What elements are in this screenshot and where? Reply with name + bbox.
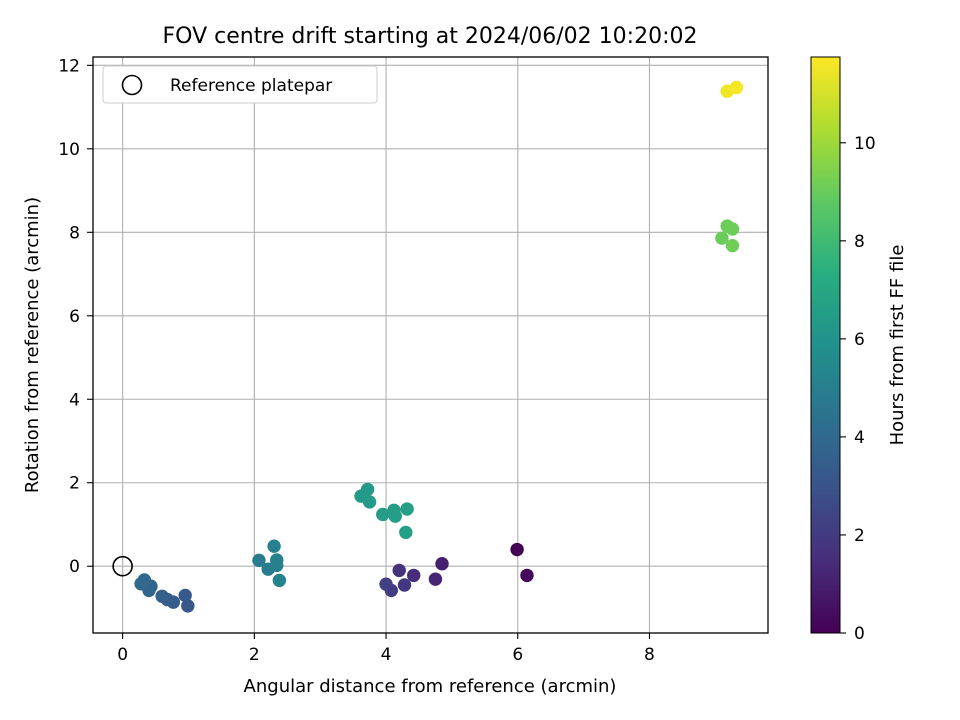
y-tick-label: 2 [69,474,80,494]
scatter-point [399,525,413,540]
chart-title: FOV centre drift starting at 2024/06/02 … [163,24,698,49]
scatter-point [407,568,421,583]
scatter-point [388,509,402,523]
scatter-point [155,589,169,603]
colorbar-tick-label: 6 [854,330,865,350]
legend: Reference platepar [102,65,378,104]
scatter-point [435,557,449,571]
y-tick-label: 10 [58,140,80,160]
scatter-point [725,222,740,236]
x-tick-label: 8 [644,645,655,665]
colorbar-gradient [810,56,841,634]
scatter-point [252,553,266,568]
scatter-point [392,563,406,578]
scatter-point [272,573,287,588]
colorbar-tick-label: 10 [854,134,876,154]
scatter-point [715,231,729,245]
legend-box [102,65,378,104]
x-tick-label: 2 [249,645,260,665]
scatter-point [400,502,414,516]
scatter-point [362,495,377,509]
scatter-point [134,577,148,591]
data-points [134,80,744,613]
scatter-point [520,568,534,583]
x-tick-label: 0 [117,645,128,665]
y-tick-label: 8 [69,223,80,243]
scatter-point [270,558,284,573]
scatter-point [376,507,390,522]
y-tick-label: 0 [69,557,80,577]
y-axis-label: Rotation from reference (arcmin) [22,197,43,493]
reference-platepar-marker [112,555,133,577]
colorbar-tick-label: 8 [854,232,865,252]
scatter-point [428,572,443,586]
scatter-point [397,578,412,592]
scatter-point [267,539,281,553]
legend-entry-reference: Reference platepar [170,76,332,96]
plot-frame [92,56,769,634]
legend-marker-icon [121,74,143,96]
colorbar-ticks: 0 2 4 6 8 10 [840,134,876,644]
scatter-point [725,238,740,253]
x-tick-label: 4 [381,645,392,665]
scatter-point [360,482,375,497]
colorbar-label: Hours from first FF file [887,245,908,446]
y-axis-ticks: 0 2 4 6 8 10 12 [58,56,93,577]
scatter-point [510,542,524,557]
colorbar-tick-label: 0 [854,624,865,644]
x-axis-ticks: 0 2 4 6 8 [117,633,655,665]
scatter-point [181,599,195,613]
x-axis-label: Angular distance from reference (arcmin) [244,676,617,697]
x-tick-label: 6 [512,645,523,665]
grid [93,57,768,633]
y-tick-label: 12 [58,56,80,76]
colorbar: 0 2 4 6 8 10 Hours from first FF file [810,56,908,644]
y-tick-label: 6 [69,307,80,327]
scatter-point [729,80,744,95]
colorbar-tick-label: 2 [854,526,865,546]
scatter-point [178,588,192,603]
scatter-point [379,577,393,591]
y-tick-label: 4 [69,390,80,410]
colorbar-tick-label: 4 [854,428,865,448]
